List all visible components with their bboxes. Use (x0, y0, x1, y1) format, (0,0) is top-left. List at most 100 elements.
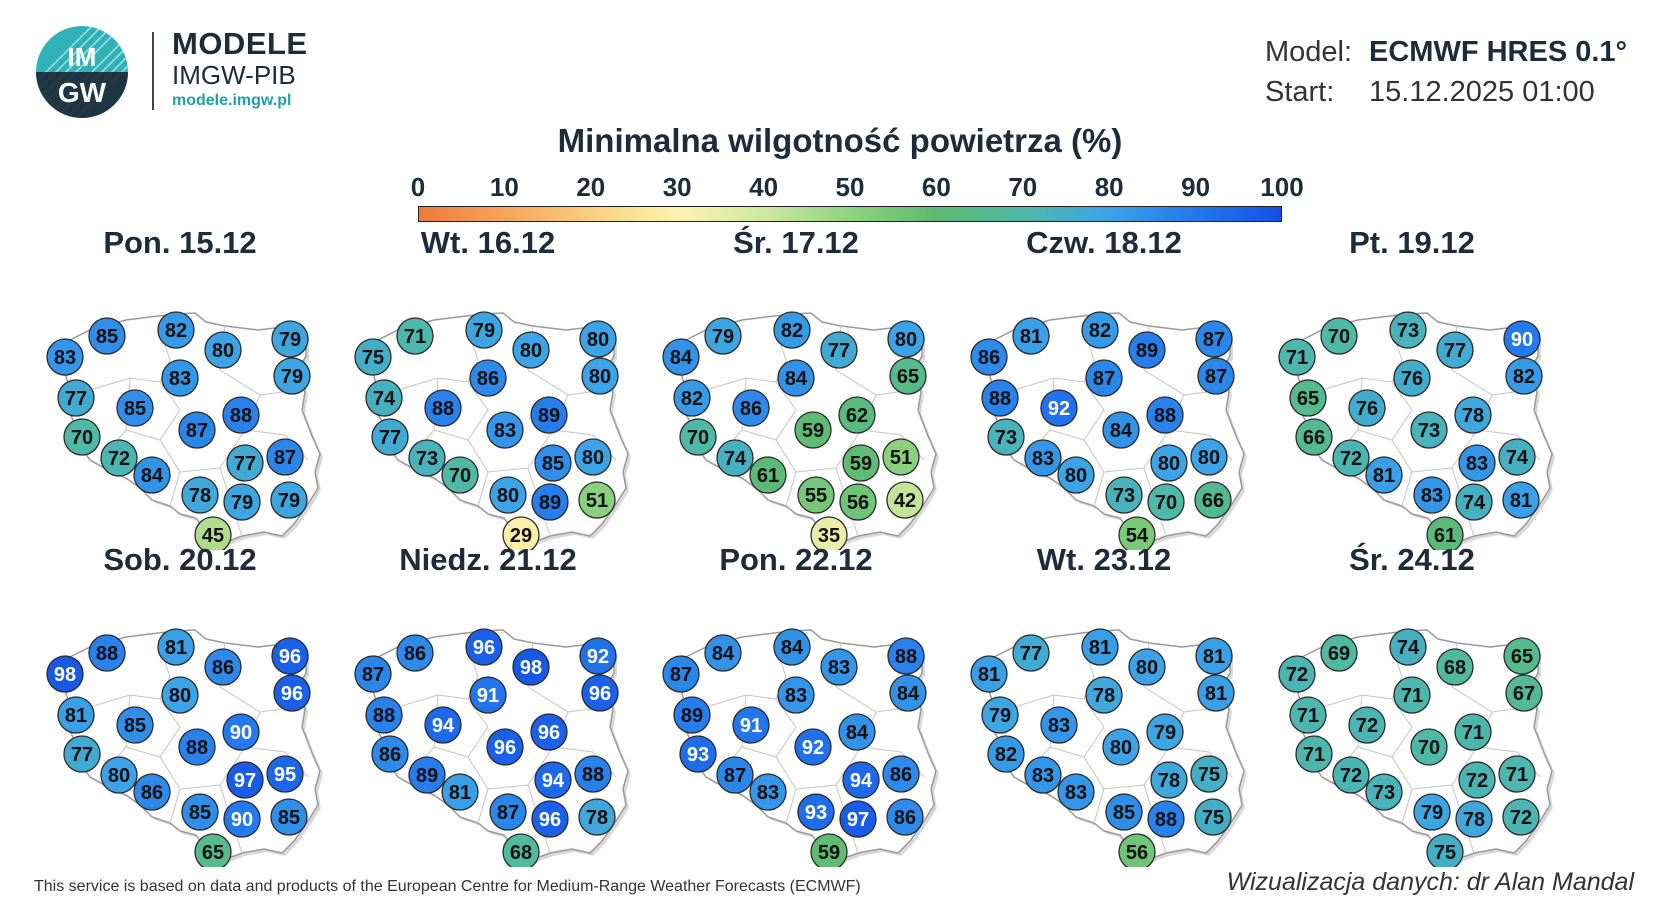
station-marker: 78 (1150, 761, 1188, 799)
station-circle (1289, 379, 1327, 417)
station-marker: 84 (704, 634, 742, 672)
station-marker: 84 (777, 359, 815, 397)
station-value: 87 (362, 664, 384, 686)
station-value: 84 (897, 683, 920, 705)
station-value: 79 (712, 326, 734, 348)
station-circle (354, 655, 392, 693)
station-value: 92 (1048, 398, 1070, 420)
station-circle (987, 418, 1025, 456)
station-value: 83 (1048, 715, 1070, 737)
station-value: 90 (230, 722, 252, 744)
station-marker: 80 (161, 676, 199, 714)
station-circle (1365, 456, 1403, 494)
station-marker: 74 (1389, 628, 1427, 666)
station-marker: 79 (465, 311, 503, 349)
station-value: 72 (1510, 807, 1532, 829)
station-marker: 82 (1081, 311, 1119, 349)
station-circle (1393, 359, 1431, 397)
station-marker: 72 (1332, 756, 1370, 794)
poland-map: 83 85 82 80 79 79 77 85 83 70 88 87 72 77 87 84 78 79 79 45 (46, 311, 323, 550)
station-value: 87 (724, 765, 746, 787)
station-value: 51 (586, 490, 608, 512)
station-marker: 79 (271, 320, 309, 358)
station-circle (489, 476, 527, 514)
region-border (169, 788, 181, 824)
station-circle (1348, 389, 1386, 427)
station-circle (1197, 357, 1235, 395)
station-circle (578, 481, 616, 519)
station-value: 87 (1203, 329, 1225, 351)
station-value: 93 (805, 802, 827, 824)
station-marker: 96 (581, 674, 619, 712)
station-marker: 75 (354, 338, 392, 376)
station-circle (1389, 311, 1427, 349)
station-circle (1057, 773, 1095, 811)
station-circle (1194, 481, 1232, 519)
station-value: 74 (373, 388, 396, 410)
station-circle (408, 439, 446, 477)
station-marker: 92 (1040, 389, 1078, 427)
station-value: 92 (802, 737, 824, 759)
station-value: 61 (757, 465, 779, 487)
station-marker: 83 (1458, 444, 1496, 482)
station-value: 79 (1154, 722, 1176, 744)
station-marker: 73 (1389, 311, 1427, 349)
station-value: 89 (539, 492, 561, 514)
station-circle (63, 735, 101, 773)
station-marker: 80 (1150, 444, 1188, 482)
station-value: 80 (1065, 465, 1087, 487)
model-value: ECMWF HRES 0.1° (1369, 36, 1628, 68)
station-value: 68 (510, 842, 532, 864)
station-value: 73 (1418, 420, 1440, 442)
station-value: 77 (1444, 340, 1466, 362)
station-circle (716, 756, 754, 794)
station-value: 96 (279, 646, 301, 668)
station-marker: 79 (1413, 793, 1451, 831)
day-title: Sob. 20.12 (103, 542, 257, 577)
station-circle (1146, 396, 1184, 434)
station-circle (502, 833, 540, 867)
station-circle (63, 418, 101, 456)
station-value: 74 (1463, 492, 1486, 514)
station-circle (1365, 773, 1403, 811)
station-circle (1393, 676, 1431, 714)
station-marker: 86 (970, 338, 1008, 376)
station-value: 81 (978, 664, 1000, 686)
station-marker: 77 (226, 444, 264, 482)
brand-title: MODELE (172, 26, 308, 61)
station-value: 71 (1401, 685, 1423, 707)
station-circle (371, 735, 409, 773)
station-marker: 74 (1455, 483, 1493, 521)
station-value: 87 (1205, 366, 1227, 388)
station-value: 84 (781, 637, 804, 659)
station-circle (465, 628, 503, 666)
start-label: Start: (1265, 76, 1335, 108)
station-value: 42 (894, 490, 916, 512)
station-value: 73 (995, 427, 1017, 449)
station-value: 72 (108, 448, 130, 470)
station-circle (1057, 456, 1095, 494)
station-circle (704, 317, 742, 355)
station-circle (1278, 338, 1316, 376)
svg-text:GW: GW (58, 77, 107, 108)
station-marker: 87 (178, 411, 216, 449)
day-panel: Wt. 23.12 81 77 81 80 81 81 79 83 78 82 79 80 83 78 75 8… (954, 542, 1254, 867)
day-panel: Śr. 17.12 84 79 82 77 80 65 82 86 84 70 62 59 74 59 51 6… (646, 225, 946, 550)
station-value: 95 (274, 764, 296, 786)
station-value: 96 (539, 809, 561, 831)
station-marker: 85 (116, 706, 154, 744)
station-marker: 81 (441, 773, 479, 811)
station-circle (797, 793, 835, 831)
station-marker: 91 (732, 706, 770, 744)
station-marker: 59 (794, 411, 832, 449)
station-value: 86 (740, 398, 762, 420)
station-value: 65 (1297, 388, 1319, 410)
station-circle (777, 359, 815, 397)
station-marker: 79 (1146, 713, 1184, 751)
station-marker: 88 (424, 389, 462, 427)
station-circle (266, 438, 304, 476)
brand-url-link[interactable]: modele.imgw.pl (172, 92, 292, 109)
region-border (1093, 788, 1105, 824)
station-value: 84 (670, 347, 693, 369)
station-marker: 84 (773, 628, 811, 666)
